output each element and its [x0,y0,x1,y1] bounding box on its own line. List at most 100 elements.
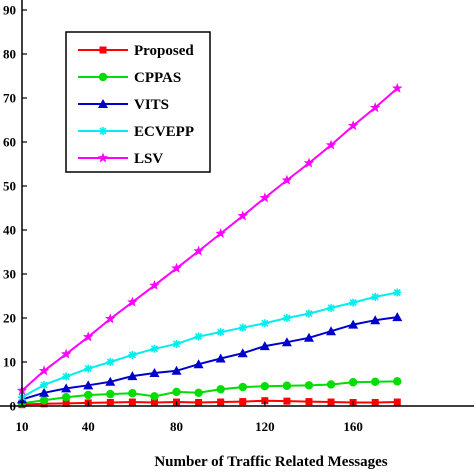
data-point-lsv [105,313,116,324]
data-point-vits [105,376,116,386]
data-point-lsv [347,120,359,131]
data-point-cppas [172,387,181,397]
data-point-lsv [369,102,381,113]
y-tick-label: 30 [3,267,16,282]
data-point-proposed [327,398,335,406]
data-point-lsv [237,210,248,221]
legend-box [65,31,211,173]
legend-item-vits: VITS [78,97,169,113]
data-point-cppas [371,377,380,386]
data-point-cppas [106,389,115,399]
data-point-proposed [195,398,203,406]
data-point-vits [237,348,248,358]
data-point-vits [171,365,182,375]
legend-marker-vits [98,99,108,108]
data-point-cppas [150,392,159,401]
series-line-lsv [21,87,398,392]
data-point-cppas [84,390,93,400]
data-point-lsv [215,228,226,238]
data-point-cppas [326,380,336,389]
ticks-layer: 10 40 80 120 160 0 10 20 30 40 50 60 70 80 90 [3,3,363,435]
data-point-ecvepp [327,303,336,312]
data-point-vits [127,371,138,381]
data-point-ecvepp [40,380,49,389]
data-point-proposed [393,398,401,406]
legend-item-ecvepp: ECVEPP [78,124,194,140]
data-point-ecvepp [172,339,181,348]
x-axis-title: Number of Traffic Related Messages [154,454,387,470]
data-point-ecvepp [393,288,402,297]
data-point-lsv [259,192,271,203]
data-point-cppas [39,396,49,405]
data-point-cppas [304,381,314,390]
y-tick-label: 10 [3,355,16,370]
data-point-proposed [371,398,379,406]
data-point-lsv [303,157,315,168]
y-tick-label: 40 [3,223,16,238]
data-point-vits [149,368,160,377]
legend-item-cppas: CPPAS [78,70,181,86]
y-tick-label: 90 [3,3,16,18]
legend-label-ecvepp: ECVEPP [134,124,194,140]
x-tick-label: 40 [82,419,95,434]
data-point-proposed [62,399,70,407]
y-tick-label: 0 [10,399,17,414]
data-point-vits [392,312,403,322]
data-point-ecvepp [282,314,291,322]
data-point-lsv [38,365,50,376]
legend-item-proposed: Proposed [78,43,194,59]
data-point-ecvepp [238,323,247,332]
legend-marker-ecvepp [99,127,107,135]
data-point-vits [61,383,72,393]
data-point-cppas [61,393,71,402]
data-point-ecvepp [194,332,203,341]
legend-item-lsv: LSV [78,151,163,167]
data-point-vits [215,353,226,363]
legend-marker-lsv [97,152,109,163]
data-point-proposed [128,398,136,406]
data-point-proposed [150,398,158,406]
data-point-cppas [282,381,292,390]
data-point-lsv [281,174,293,185]
data-point-proposed [217,398,225,406]
data-point-ecvepp [260,319,269,328]
y-tick-label: 70 [3,91,16,106]
series-line-vits [21,316,398,401]
legend-marker-proposed [99,46,107,54]
series-vits [17,312,403,404]
data-point-vits [39,387,50,397]
data-point-ecvepp [371,292,380,301]
data-point-ecvepp [128,350,137,359]
data-point-ecvepp [216,328,225,337]
legend: Proposed CPPAS VITS ECVEPP LSV [65,31,211,173]
data-point-vits [193,359,204,369]
series-line-ecvepp [21,291,398,399]
x-tick-label: 10 [16,419,29,434]
data-point-proposed [239,398,247,406]
data-point-lsv [325,139,337,150]
x-tick-label: 160 [343,419,363,434]
data-point-ecvepp [304,309,313,318]
data-point-vits [370,315,381,325]
legend-label-lsv: LSV [134,151,163,167]
data-point-lsv [149,279,160,290]
series-line-proposed [21,399,398,406]
data-point-proposed [261,397,269,405]
data-point-ecvepp [106,358,115,366]
data-point-cppas [216,385,225,394]
data-point-proposed [283,397,291,405]
data-point-lsv [171,262,182,273]
series-ecvepp [18,288,402,402]
data-point-ecvepp [62,372,71,381]
data-point-lsv [193,245,204,256]
data-point-ecvepp [150,344,159,353]
data-point-vits [303,332,314,342]
legend-label-cppas: CPPAS [134,70,181,86]
data-point-vits [348,319,359,329]
x-tick-label: 120 [255,419,275,434]
data-point-lsv [392,82,403,93]
data-point-cppas [238,382,247,392]
data-point-ecvepp [349,298,358,307]
x-tick-label: 80 [170,419,183,434]
